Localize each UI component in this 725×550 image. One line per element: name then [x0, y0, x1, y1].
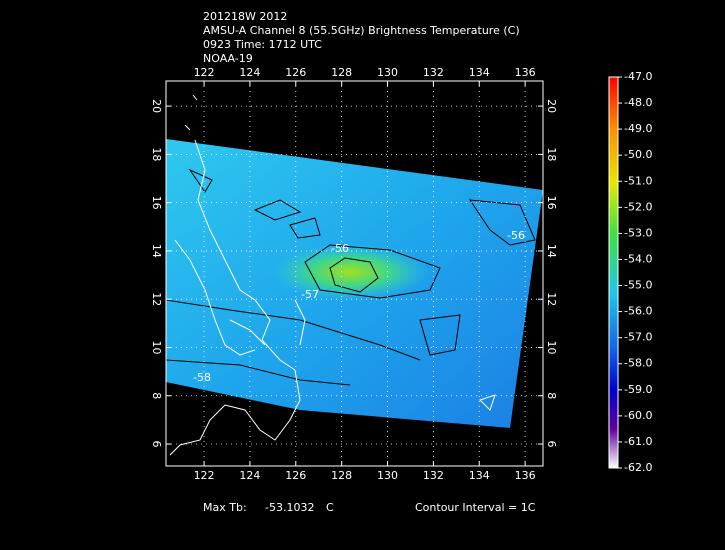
- y-tick-label: 12: [545, 292, 558, 306]
- contour-label: -57: [301, 288, 319, 301]
- x-tick-label: 134: [469, 469, 490, 482]
- colorbar-label: -50.0: [624, 148, 652, 161]
- y-tick-label: 18: [150, 147, 163, 161]
- colorbar-label: -56.0: [624, 305, 652, 318]
- contour: [165, 299, 421, 386]
- y-tick-label: 20: [150, 99, 163, 113]
- header: 201218W 2012 AMSU-A Channel 8 (55.5GHz) …: [203, 10, 520, 65]
- warm-core: [270, 244, 430, 300]
- colorbar-label: -53.0: [624, 226, 652, 239]
- footer: Max Tb: -53.1032 C Contour Interval = 1C: [203, 501, 536, 514]
- x-tick-label: 136: [515, 469, 536, 482]
- y-tick-label: 12: [150, 292, 163, 306]
- colorbar-label: -49.0: [624, 122, 652, 135]
- contour-label: -58: [193, 371, 211, 384]
- x-tick-label: 124: [239, 66, 260, 79]
- x-tick-label: 126: [285, 66, 306, 79]
- x-tick-label: 124: [239, 469, 260, 482]
- colorbar-label: -51.0: [624, 174, 652, 187]
- contour-label: -56: [331, 242, 349, 255]
- y-tick-label: 6: [150, 441, 163, 448]
- colorbar-label: -59.0: [624, 383, 652, 396]
- x-tick-label: 136: [515, 66, 536, 79]
- contour-label: -56: [507, 229, 525, 242]
- colorbar-label: -47.0: [624, 70, 652, 83]
- colorbar-label: -55.0: [624, 279, 652, 292]
- x-tick-label: 128: [331, 66, 352, 79]
- colorbar-label: -48.0: [624, 96, 652, 109]
- colorbar-label: -54.0: [624, 252, 652, 265]
- coast-line: [174, 94, 496, 411]
- contour: [329, 257, 379, 293]
- swath: [165, 139, 543, 428]
- y-tick-label: 18: [545, 147, 558, 161]
- y-tick-label: 16: [545, 196, 558, 210]
- x-tick-label: 122: [194, 469, 215, 482]
- x-tick-label: 134: [469, 66, 490, 79]
- contour: [304, 244, 441, 299]
- colorbar-label: -62.0: [624, 461, 652, 474]
- header-line: AMSU-A Channel 8 (55.5GHz) Brightness Te…: [203, 24, 520, 37]
- footer-value: -53.1032: [265, 501, 314, 514]
- footer-contour-interval: Contour Interval = 1C: [415, 501, 536, 514]
- colorbar-label: -57.0: [624, 331, 652, 344]
- colorbar: [608, 76, 619, 469]
- coast-line: [169, 139, 301, 456]
- y-tick-label: 10: [545, 340, 558, 354]
- x-tick-label: 130: [377, 66, 398, 79]
- x-tick-label: 122: [194, 66, 215, 79]
- footer-label: Max Tb:: [203, 501, 247, 514]
- header-line: 0923 Time: 1712 UTC: [203, 38, 322, 51]
- colorbar-label: -60.0: [624, 409, 652, 422]
- y-tick-label: 14: [545, 244, 558, 258]
- x-tick-label: 126: [285, 469, 306, 482]
- header-line: 201218W 2012: [203, 10, 287, 23]
- y-tick-label: 10: [150, 340, 163, 354]
- map-grid: [166, 81, 543, 466]
- coastline: [169, 94, 496, 456]
- colorbar-label: -58.0: [624, 357, 652, 370]
- y-tick-label: 8: [545, 392, 558, 399]
- y-tick-label: 14: [150, 244, 163, 258]
- map-frame: [165, 80, 544, 467]
- x-tick-label: 132: [423, 469, 444, 482]
- contour-labels: -56 -57 -56 -58: [193, 229, 525, 384]
- x-tick-label: 132: [423, 66, 444, 79]
- contour: [188, 168, 536, 356]
- y-tick-label: 6: [545, 441, 558, 448]
- x-tick-label: 130: [377, 469, 398, 482]
- y-tick-label: 16: [150, 196, 163, 210]
- colorbar-label: -52.0: [624, 200, 652, 213]
- y-tick-label: 8: [150, 392, 163, 399]
- y-tick-label: 20: [545, 99, 558, 113]
- colorbar-label: -61.0: [624, 435, 652, 448]
- x-tick-label: 128: [331, 469, 352, 482]
- footer-unit: C: [326, 501, 334, 514]
- header-line: NOAA-19: [203, 52, 253, 65]
